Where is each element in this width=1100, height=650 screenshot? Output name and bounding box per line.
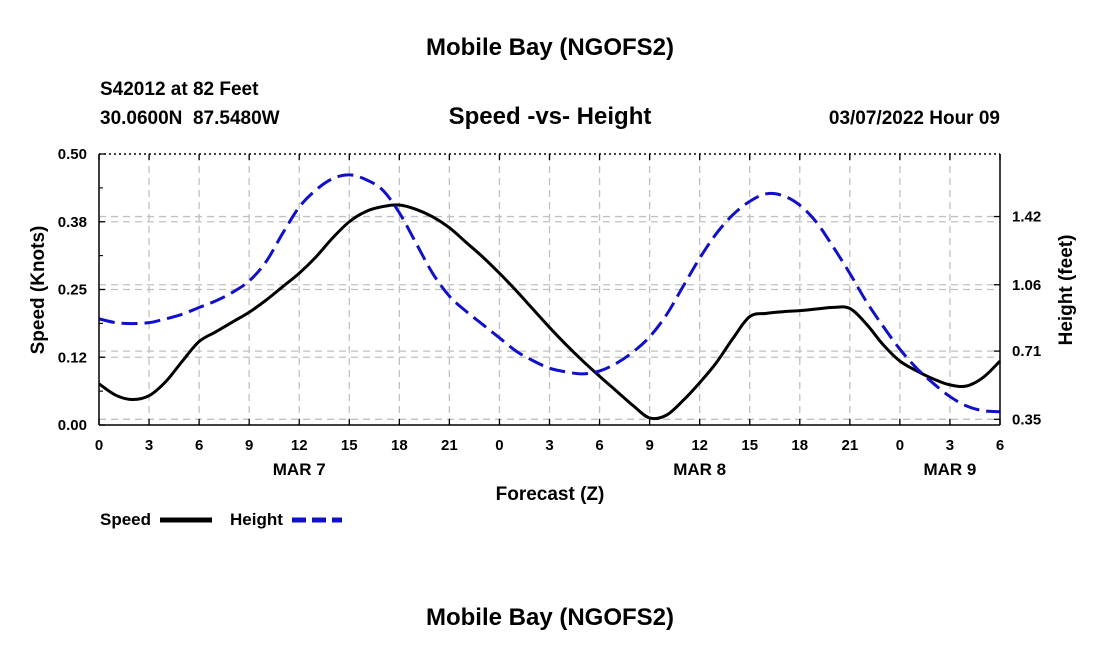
- x-tick-label: 18: [791, 437, 808, 454]
- x-tick-label: 3: [545, 437, 553, 454]
- y-left-tick-label: 0.50: [58, 146, 87, 163]
- y-left-tick-label: 0.38: [58, 214, 87, 231]
- y-axis-right-label: Height (feet): [1056, 235, 1077, 346]
- legend-speed-label: Speed: [100, 510, 151, 529]
- x-tick-label: 21: [841, 437, 858, 454]
- y-left-tick-label: 0.12: [58, 349, 87, 366]
- x-tick-label: 3: [946, 437, 954, 454]
- plot-frame: [98, 153, 1001, 426]
- chart-title: Speed -vs- Height: [449, 103, 652, 130]
- page-title: Mobile Bay (NGOFS2): [426, 34, 674, 61]
- x-tick-label: 6: [996, 437, 1004, 454]
- datetime-label: 03/07/2022 Hour 09: [829, 108, 1000, 129]
- x-tick-label: 9: [645, 437, 653, 454]
- series-layer: [98, 173, 1002, 421]
- grid-lines: [99, 154, 1000, 425]
- x-tick-label: 3: [145, 437, 153, 454]
- y-left-tick-label: 0.00: [58, 417, 87, 434]
- x-tick-label: 12: [291, 437, 308, 454]
- legend: Speed Height: [100, 510, 342, 529]
- x-tick-label: 18: [391, 437, 408, 454]
- coordinates-label: 30.0600N 87.5480W: [100, 108, 280, 129]
- y-right-tick-label: 1.06: [1012, 277, 1041, 294]
- height-series-line: [98, 173, 1001, 414]
- y-right-tick-label: 0.71: [1012, 343, 1041, 360]
- x-tick-label: 15: [741, 437, 758, 454]
- y-right-tick-label: 1.42: [1012, 209, 1041, 226]
- x-axis-label: Forecast (Z): [496, 484, 605, 505]
- date-label: MAR 9: [923, 460, 976, 479]
- tick-labels: 0 3 6 9 12 15 18 21 0 3 6 9 12 15 18 21 0 3 6 MAR 7 MAR 8 MAR…: [58, 146, 1041, 479]
- x-tick-label: 12: [691, 437, 708, 454]
- x-tick-label: 9: [245, 437, 253, 454]
- x-tick-label: 21: [441, 437, 458, 454]
- y-left-tick-label: 0.25: [58, 282, 87, 299]
- y-axis-left-label: Speed (Knots): [28, 226, 49, 355]
- y-right-tick-label: 0.35: [1012, 411, 1041, 428]
- x-tick-label: 15: [341, 437, 358, 454]
- x-tick-label: 0: [95, 437, 103, 454]
- speed-series-line: [98, 203, 1002, 421]
- footer-title: Mobile Bay (NGOFS2): [426, 604, 674, 631]
- date-label: MAR 7: [273, 460, 326, 479]
- date-label: MAR 8: [673, 460, 726, 479]
- x-tick-label: 6: [195, 437, 203, 454]
- station-label: S42012 at 82 Feet: [100, 79, 259, 100]
- x-tick-label: 6: [595, 437, 603, 454]
- x-tick-label: 0: [896, 437, 904, 454]
- legend-height-label: Height: [230, 510, 283, 529]
- x-tick-label: 0: [495, 437, 503, 454]
